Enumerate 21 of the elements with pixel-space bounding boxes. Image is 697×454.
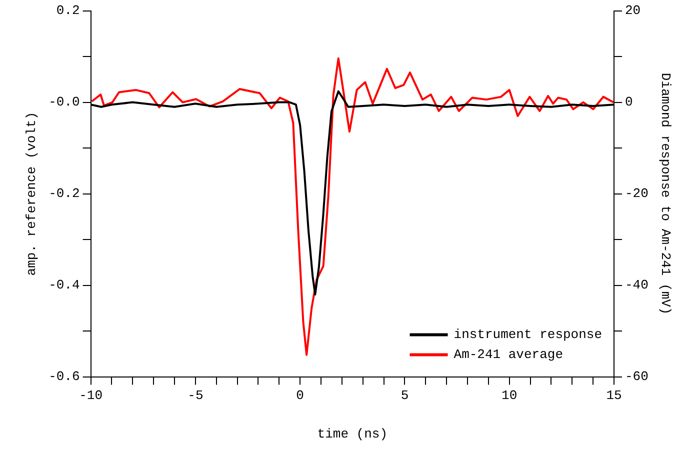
y-tick-label: -0.0 <box>48 94 80 110</box>
y2-tick-label: 20 <box>624 3 641 18</box>
y2-tick-label: -20 <box>624 186 648 202</box>
x-axis-title: time (ns) <box>317 426 388 442</box>
y-tick-label: -0.2 <box>48 186 80 202</box>
y2-tick-label: -40 <box>624 278 648 293</box>
legend-label: instrument response <box>454 327 602 342</box>
x-tick-label: -10 <box>79 388 103 404</box>
y-tick-label: -0.4 <box>48 278 80 293</box>
x-tick-label: 10 <box>502 388 518 404</box>
y-axis-title: amp. reference (volt) <box>24 112 40 276</box>
y2-axis-title: Diamond response to Am-241 (mV) <box>658 72 673 315</box>
y-tick-label: -0.6 <box>48 369 80 384</box>
x-tick-label: 15 <box>606 388 622 404</box>
x-tick-label: 0 <box>296 388 304 404</box>
x-tick-label: 5 <box>400 388 409 404</box>
y-tick-label: 0.2 <box>56 3 80 18</box>
y2-tick-label: -60 <box>624 369 648 384</box>
x-tick-label: -5 <box>188 388 204 404</box>
y2-tick-label: 0 <box>624 94 633 110</box>
legend-label: Am-241 average <box>454 347 563 362</box>
